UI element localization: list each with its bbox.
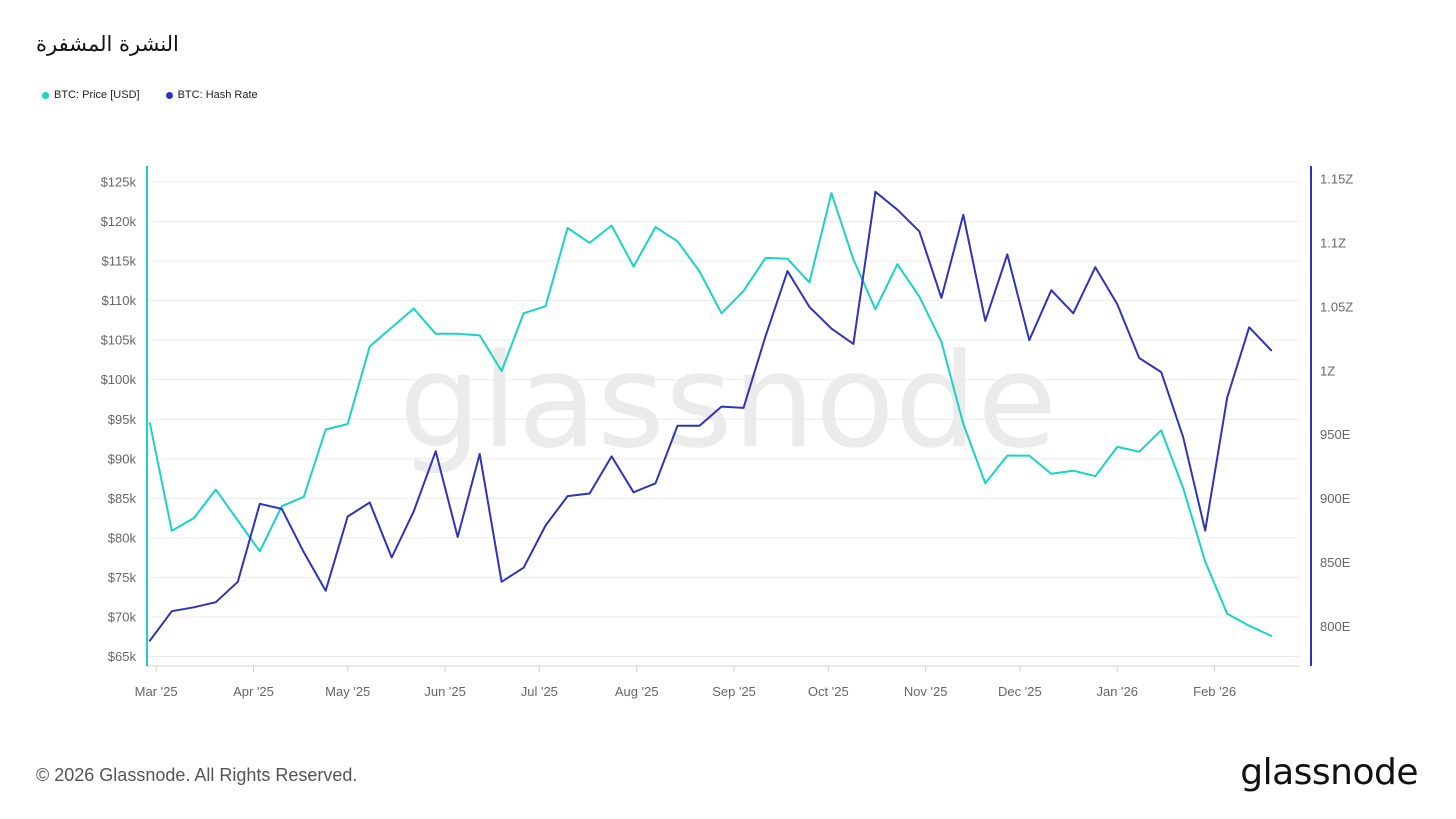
y-left-tick-label: $100k [101, 372, 137, 387]
y-right-tick-label: 900E [1320, 491, 1351, 506]
y-right-tick-label: 850E [1320, 555, 1351, 570]
price-line [148, 192, 1273, 637]
gridlines [148, 181, 1300, 657]
y-left-tick-label: $85k [108, 491, 137, 506]
y-right-tick-label: 800E [1320, 619, 1351, 634]
x-tick-label: Jun '25 [424, 684, 466, 699]
footer-copyright: © 2026 Glassnode. All Rights Reserved. [36, 765, 358, 785]
x-tick-label: Apr '25 [233, 684, 274, 699]
y-right-tick-label: 950E [1320, 427, 1351, 442]
y-left-tick-label: $115k [102, 254, 137, 269]
legend-dot-price [42, 91, 49, 99]
legend-item-price[interactable]: BTC: Price [USD] [42, 89, 140, 101]
chart-legend: BTC: Price [USD] BTC: Hash Rate [42, 89, 258, 101]
y-left-tick-label: $65k [108, 649, 137, 664]
page-title: النشرة المشفرة [36, 32, 179, 56]
x-tick-label: Sep '25 [712, 684, 756, 699]
x-tick-label: Oct '25 [808, 684, 849, 699]
y-left-tick-label: $75k [108, 570, 137, 585]
x-tick-label: May '25 [325, 684, 370, 699]
y-left-tick-label: $110k [102, 293, 137, 308]
x-tick-label: Dec '25 [998, 684, 1042, 699]
x-tick-label: Aug '25 [615, 684, 659, 699]
y-left-tick-label: $105k [101, 333, 137, 348]
x-tick-label: Jul '25 [521, 684, 558, 699]
legend-label-price: BTC: Price [USD] [54, 89, 140, 101]
y-left-tick-label: $70k [108, 609, 137, 624]
y-left-tick-label: $125k [101, 175, 137, 190]
y-left-tick-label: $120k [101, 214, 137, 229]
legend-item-hash-rate[interactable]: BTC: Hash Rate [165, 89, 258, 101]
glassnode-logo: glassnode [1240, 752, 1418, 793]
x-tick-label: Jan '26 [1096, 684, 1138, 699]
y-left-tick-label: $90k [108, 451, 137, 466]
legend-label-hash-rate: BTC: Hash Rate [177, 89, 258, 101]
y-right-tick-label: 1.05Z [1320, 299, 1353, 314]
y-right-tick-label: 1.15Z [1320, 172, 1353, 187]
axes [146, 166, 1312, 667]
watermark: glassnode [399, 325, 1057, 477]
y-right-tick-label: 1.1Z [1320, 235, 1346, 250]
hash-rate-line [148, 190, 1273, 642]
x-tick-label: Feb '26 [1193, 684, 1236, 699]
y-right-tick-label: 1Z [1320, 363, 1335, 378]
series-lines [148, 190, 1273, 642]
x-tick-label: Mar '25 [135, 684, 178, 699]
y-left-tick-label: $80k [108, 530, 137, 545]
y-left-tick-label: $95k [108, 412, 137, 427]
x-tick-label: Nov '25 [904, 684, 948, 699]
tick-labels: $65k $70k $75k $80k $85k $90k $95k $100k $105k $1… [101, 172, 1354, 700]
legend-dot-hash-rate [165, 91, 173, 99]
